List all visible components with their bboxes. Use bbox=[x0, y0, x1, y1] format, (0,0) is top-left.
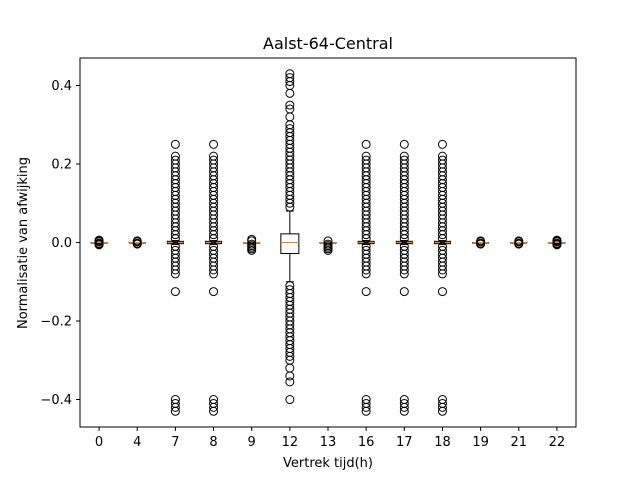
x-tick-label: 4 bbox=[133, 435, 141, 450]
y-tick-label: −0.4 bbox=[40, 393, 72, 408]
outlier-point bbox=[285, 88, 295, 98]
outlier-point bbox=[285, 77, 295, 87]
x-tick-label: 0 bbox=[95, 435, 103, 450]
outlier-point bbox=[437, 139, 447, 149]
outlier-point bbox=[476, 236, 486, 246]
outlier-point bbox=[437, 269, 447, 279]
outlier-point bbox=[209, 139, 219, 149]
box-group-21 bbox=[510, 236, 528, 249]
outlier-point bbox=[170, 139, 180, 149]
outlier-point bbox=[247, 245, 257, 255]
outlier-point bbox=[94, 235, 104, 245]
box-group-12 bbox=[280, 69, 300, 405]
axes: −0.4 −0.2 0.0 0.2 0.4 0 4 7 8 9 12 13 16 17 18 19 21 22 bbox=[40, 57, 577, 450]
outlier-point bbox=[209, 265, 219, 275]
outlier-point bbox=[399, 265, 409, 275]
outlier-point bbox=[399, 230, 409, 240]
y-tick-label: 0.0 bbox=[51, 236, 72, 251]
outlier-point bbox=[170, 230, 180, 240]
outlier-point bbox=[437, 265, 447, 275]
x-tick-label: 7 bbox=[171, 435, 179, 450]
outlier-point bbox=[437, 230, 447, 240]
plot-area bbox=[90, 69, 566, 416]
outlier-point bbox=[399, 139, 409, 149]
outlier-point bbox=[209, 287, 219, 297]
outlier-point bbox=[437, 287, 447, 297]
box-group-22 bbox=[548, 235, 566, 250]
chart-title: Aalst-64-Central bbox=[263, 34, 393, 53]
box-group-19 bbox=[472, 236, 490, 249]
outlier-point bbox=[361, 269, 371, 279]
outlier-point bbox=[361, 402, 371, 412]
x-tick-label: 12 bbox=[282, 435, 299, 450]
outlier-point bbox=[170, 287, 180, 297]
box bbox=[280, 233, 300, 254]
outlier-point bbox=[170, 406, 180, 416]
outlier-point bbox=[437, 402, 447, 412]
x-tick-label: 9 bbox=[248, 435, 256, 450]
outlier-point bbox=[170, 269, 180, 279]
box-group-13 bbox=[319, 236, 337, 255]
x-tick-label: 17 bbox=[396, 435, 413, 450]
x-tick-label: 22 bbox=[549, 435, 566, 450]
outlier-point bbox=[209, 230, 219, 240]
x-tick-label: 8 bbox=[209, 435, 217, 450]
outlier-point bbox=[514, 236, 524, 246]
outlier-point bbox=[209, 406, 219, 416]
y-tick-label: 0.2 bbox=[51, 157, 72, 172]
x-axis-label: Vertrek tijd(h) bbox=[283, 456, 373, 471]
box-group-16 bbox=[357, 139, 375, 416]
outlier-point bbox=[132, 236, 142, 246]
x-tick-label: 13 bbox=[320, 435, 337, 450]
y-tick-label: −0.2 bbox=[40, 315, 72, 330]
outlier-point bbox=[399, 287, 409, 297]
box-group-4 bbox=[128, 236, 146, 249]
outlier-point bbox=[361, 265, 371, 275]
outlier-point bbox=[323, 245, 333, 255]
outlier-point bbox=[209, 269, 219, 279]
box-group-17 bbox=[395, 139, 413, 416]
outlier-point bbox=[285, 198, 295, 208]
x-tick-label: 18 bbox=[434, 435, 451, 450]
box-group-9 bbox=[243, 234, 261, 255]
outlier-point bbox=[399, 269, 409, 279]
outlier-point bbox=[437, 406, 447, 416]
outlier-point bbox=[285, 202, 295, 212]
x-tick-label: 21 bbox=[510, 435, 527, 450]
outlier-point bbox=[170, 402, 180, 412]
x-tick-label: 16 bbox=[358, 435, 375, 450]
outlier-point bbox=[552, 235, 562, 245]
outlier-point bbox=[285, 377, 295, 387]
outlier-point bbox=[399, 402, 409, 412]
outlier-point bbox=[361, 406, 371, 416]
outlier-point bbox=[209, 402, 219, 412]
outlier-point bbox=[361, 139, 371, 149]
outlier-point bbox=[285, 100, 295, 110]
y-tick-label: 0.4 bbox=[51, 79, 72, 94]
outlier-point bbox=[361, 287, 371, 297]
outlier-point bbox=[361, 230, 371, 240]
outlier-point bbox=[170, 265, 180, 275]
outlier-point bbox=[285, 351, 295, 361]
box-group-7 bbox=[166, 139, 184, 416]
x-tick-label: 19 bbox=[472, 435, 489, 450]
outlier-point bbox=[399, 406, 409, 416]
outlier-point bbox=[285, 395, 295, 405]
y-axis-label: Normalisatie van afwijking bbox=[16, 157, 31, 329]
outlier-point bbox=[285, 371, 295, 381]
box-group-18 bbox=[433, 139, 451, 416]
box-group-0 bbox=[90, 235, 108, 250]
box-group-8 bbox=[205, 139, 223, 416]
